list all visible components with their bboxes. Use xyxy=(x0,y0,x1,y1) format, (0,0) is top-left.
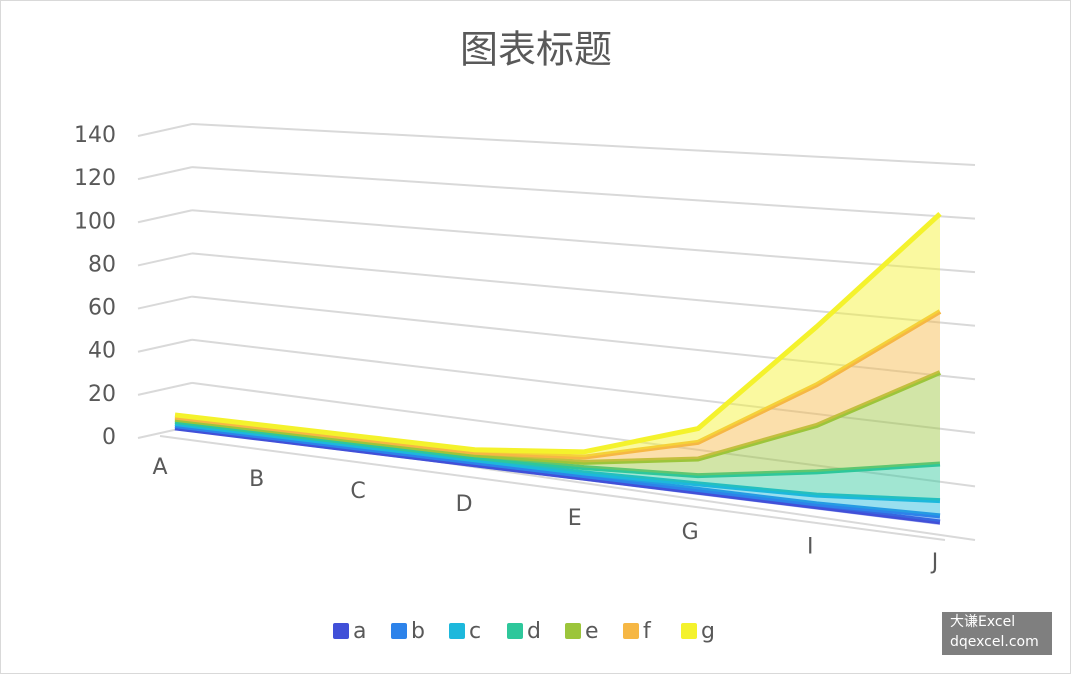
grid-line xyxy=(191,209,976,274)
area xyxy=(175,213,940,458)
legend-label: e xyxy=(585,619,599,644)
legend-swatch xyxy=(507,623,523,639)
legend-label: a xyxy=(353,619,366,644)
legend-swatch xyxy=(623,623,639,639)
watermark-box xyxy=(942,612,1052,655)
grid-line xyxy=(191,338,976,434)
legend-label: g xyxy=(701,619,715,644)
x-tick-label: D xyxy=(456,492,473,517)
x-axis xyxy=(159,435,946,541)
area-top xyxy=(174,212,942,455)
y-tick-label: 120 xyxy=(74,166,116,191)
grid-line xyxy=(137,381,193,396)
y-tick-label: 80 xyxy=(88,252,116,277)
x-tick-label: E xyxy=(568,506,582,531)
legend-label: c xyxy=(469,619,481,644)
legend-label: b xyxy=(411,619,425,644)
y-tick-label: 60 xyxy=(88,296,116,321)
grid-line xyxy=(191,252,976,327)
legend-label: f xyxy=(643,619,652,644)
grid-line xyxy=(137,166,193,181)
legend-label: d xyxy=(527,619,541,644)
legend-swatch xyxy=(333,623,349,639)
grid-line xyxy=(137,338,193,353)
y-tick-label: 0 xyxy=(102,425,116,450)
y-tick-label: 20 xyxy=(88,382,116,407)
grid-line xyxy=(137,209,193,224)
watermark: 大谦Excel xyxy=(950,614,1015,630)
grid-line xyxy=(191,123,976,166)
grid-line xyxy=(137,123,193,137)
y-tick-label: 40 xyxy=(88,339,116,364)
y-tick-label: 140 xyxy=(74,123,116,148)
legend-swatch xyxy=(565,623,581,639)
legend-swatch xyxy=(681,623,697,639)
area xyxy=(175,372,940,476)
grid-line xyxy=(137,295,193,310)
legend-swatch xyxy=(449,623,465,639)
area xyxy=(175,421,940,501)
x-tick-label: C xyxy=(350,479,365,504)
x-tick-label: G xyxy=(682,520,699,545)
x-tick-label: B xyxy=(249,467,264,492)
chart-title: 图表标题 xyxy=(460,28,612,72)
grid-line xyxy=(191,166,976,220)
grid-line xyxy=(137,252,193,267)
x-tick-label: I xyxy=(807,535,814,560)
area xyxy=(175,311,940,463)
y-tick-label: 100 xyxy=(74,209,116,234)
x-tick-label: J xyxy=(930,550,939,575)
watermark: dqexcel.com xyxy=(950,634,1039,650)
x-tick-label: A xyxy=(152,455,167,480)
legend-swatch xyxy=(391,623,407,639)
